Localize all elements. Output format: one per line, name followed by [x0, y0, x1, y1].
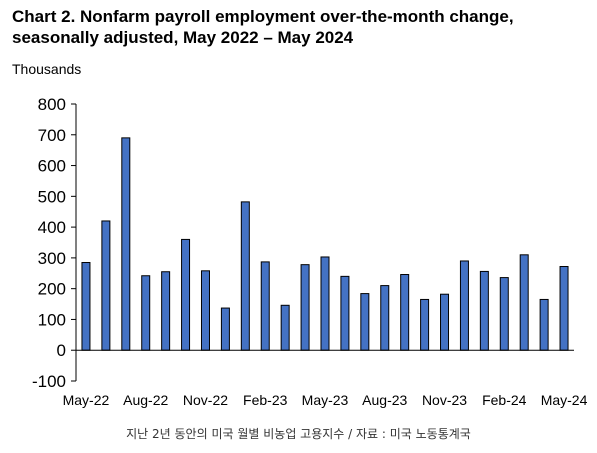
- y-tick-label: 500: [38, 187, 66, 206]
- plot-area: -100 0 100 200 300 400 500 600 700 800 May-22 Aug-2…: [32, 95, 588, 408]
- x-tick-label: Aug-23: [362, 392, 407, 408]
- x-tick-label: Aug-22: [123, 392, 168, 408]
- bar-apr-23: [300, 264, 310, 351]
- bar-jan-24: [479, 270, 489, 351]
- bar-dec-23: [459, 260, 469, 351]
- bar-sep-22: [161, 271, 171, 351]
- bar-nov-23: [440, 293, 450, 351]
- bar-oct-22: [181, 238, 191, 351]
- x-tick-label: May-23: [302, 392, 349, 408]
- bar-sep-23: [400, 274, 410, 351]
- bar-dec-22: [220, 307, 230, 351]
- bar-apr-24: [539, 298, 549, 351]
- chart-title-line-1: Chart 2. Nonfarm payroll employment over…: [12, 7, 514, 26]
- bar-jan-23: [240, 201, 250, 351]
- bar-feb-24: [499, 277, 509, 351]
- bar-feb-23: [260, 261, 270, 351]
- bar-aug-23: [380, 285, 390, 351]
- bar-nov-22: [200, 270, 210, 351]
- bar-may-23: [320, 256, 330, 351]
- y-tick-label: -100: [32, 372, 66, 391]
- x-tick-label: May-24: [541, 392, 588, 408]
- y-tick-label: 100: [38, 310, 66, 329]
- y-tick-label: 400: [38, 218, 66, 237]
- bar-may-22: [81, 262, 91, 351]
- bar-jul-22: [121, 137, 131, 351]
- y-tick-label: 200: [38, 280, 66, 299]
- x-tick-label: Nov-22: [183, 392, 228, 408]
- bar-may-24: [559, 266, 569, 351]
- bar-aug-22: [141, 275, 151, 351]
- bar-jun-22: [101, 220, 111, 351]
- bar-mar-23: [280, 304, 290, 351]
- chart-title-line-2: seasonally adjusted, May 2022 – May 2024: [12, 28, 354, 47]
- source-caption: 지난 2년 동안의 미국 월별 비농업 고용지수 / 자료 : 미국 노동통계국: [126, 427, 471, 441]
- x-tick-label: Nov-23: [422, 392, 467, 408]
- bar-jun-23: [340, 275, 350, 351]
- x-tick-label: Feb-23: [243, 392, 288, 408]
- x-tick-label: Feb-24: [482, 392, 527, 408]
- bar-mar-24: [519, 254, 529, 351]
- y-tick-label: 300: [38, 249, 66, 268]
- y-tick-label: 600: [38, 157, 66, 176]
- x-tick-label: May-22: [63, 392, 110, 408]
- y-tick-label: 0: [57, 341, 66, 360]
- chart-title: Chart 2. Nonfarm payroll employment over…: [12, 6, 592, 48]
- y-tick-label: 800: [38, 95, 66, 114]
- bar-oct-23: [420, 298, 430, 351]
- y-axis-units-label: Thousands: [12, 61, 82, 77]
- y-tick-label: 700: [38, 126, 66, 145]
- bar-jul-23: [360, 293, 370, 351]
